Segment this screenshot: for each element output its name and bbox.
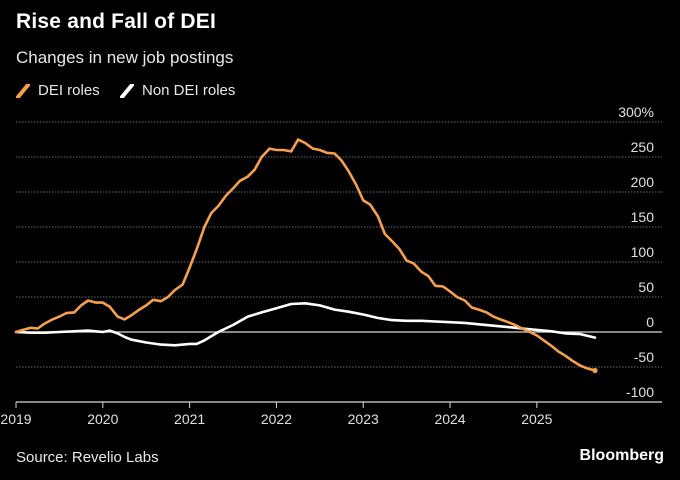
slash-line-icon bbox=[16, 82, 30, 99]
chart-title: Rise and Fall of DEI bbox=[16, 10, 217, 33]
y-tick-label: 0 bbox=[646, 314, 654, 330]
x-tick-label: 2023 bbox=[348, 411, 379, 427]
x-tick-label: 2024 bbox=[434, 411, 465, 427]
y-tick-label: -50 bbox=[634, 349, 654, 365]
slash-line-icon bbox=[120, 82, 134, 99]
series-line-dei-roles bbox=[14, 138, 597, 372]
chart-subtitle: Changes in new job postings bbox=[16, 48, 234, 67]
gridlines bbox=[16, 121, 662, 403]
series-lines bbox=[14, 138, 598, 374]
y-tick-label: 300% bbox=[618, 104, 654, 120]
y-tick-label: 250 bbox=[631, 139, 655, 155]
y-axis-ticks: 300% 250 200 150 100 50 0 -50 -100 bbox=[618, 104, 654, 400]
x-axis-ticks: 2019 2020 2021 2022 2023 2024 2025 bbox=[0, 402, 553, 427]
series-line-non-dei-roles bbox=[14, 301, 597, 347]
legend-label: DEI roles bbox=[38, 82, 100, 99]
y-tick-label: -100 bbox=[626, 384, 654, 400]
y-tick-label: 200 bbox=[631, 174, 655, 190]
source-note: Source: Revelio Labs bbox=[16, 449, 159, 466]
x-tick-label: 2022 bbox=[261, 411, 292, 427]
legend-label: Non DEI roles bbox=[142, 82, 236, 99]
x-tick-label: 2021 bbox=[174, 411, 205, 427]
legend-item-non-dei-roles: Non DEI roles bbox=[120, 82, 235, 99]
bloomberg-logo: Bloomberg bbox=[579, 447, 664, 464]
x-tick-label: 2019 bbox=[0, 411, 31, 427]
series-end-point bbox=[592, 367, 598, 374]
legend-item-dei-roles: DEI roles bbox=[16, 82, 100, 99]
y-tick-label: 100 bbox=[631, 244, 655, 260]
x-tick-label: 2020 bbox=[87, 411, 118, 427]
y-tick-label: 150 bbox=[631, 209, 655, 225]
x-tick-label: 2025 bbox=[521, 411, 552, 427]
y-tick-label: 50 bbox=[638, 279, 654, 295]
